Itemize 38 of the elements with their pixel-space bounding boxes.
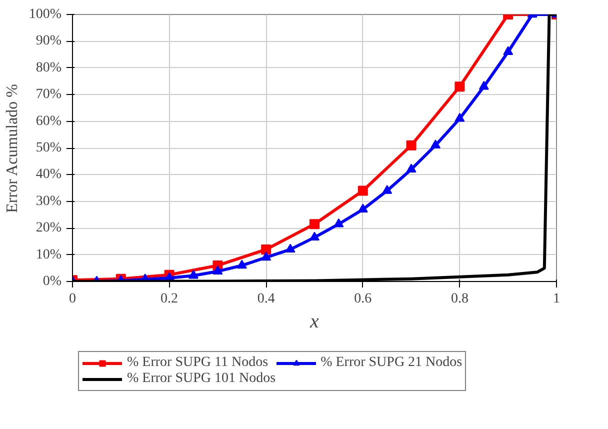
x-tick-label: 0.2 [160,292,178,306]
y-tick-label: 50% [36,140,62,156]
point [406,140,416,150]
point [454,82,465,92]
y-tick-label: 20% [36,220,62,236]
y-tick-label: 0% [42,274,62,289]
point [358,186,368,196]
legend-label: % Error SUPG 101 Nodos [127,371,276,387]
x-tick-label: 1 [553,292,560,306]
point [310,232,320,241]
y-tick-label: 80% [36,60,62,76]
point [261,252,272,261]
y-tick-label: 70% [36,87,62,102]
legend-label: % Error SUPG 11 Nodos [127,355,268,371]
x-tick-label: 0.4 [257,292,275,306]
point [212,266,223,274]
x-tick-label: 0.8 [450,292,468,306]
y-tick-label: 100% [28,7,62,22]
y-tick-label: 40% [36,167,62,182]
point [358,204,368,213]
y-tick-label: 90% [36,34,62,49]
y-tick-label: 30% [36,194,62,209]
y-tick-label: 60% [36,114,62,129]
point [382,185,392,194]
point [406,164,416,172]
point [430,140,440,148]
point [310,219,320,230]
x-axis-title: x [309,310,320,332]
point [334,218,344,228]
point [188,270,198,279]
legend-label: % Error SUPG 21 Nodos [320,355,462,371]
x-tick-label: 0 [69,292,76,306]
point [285,244,296,253]
y-tick-label: 10% [36,247,62,262]
point [261,244,272,254]
x-tick-label: 0.6 [354,292,372,306]
y-axis-title: Error Acumulado % [4,84,21,213]
point [236,260,247,269]
